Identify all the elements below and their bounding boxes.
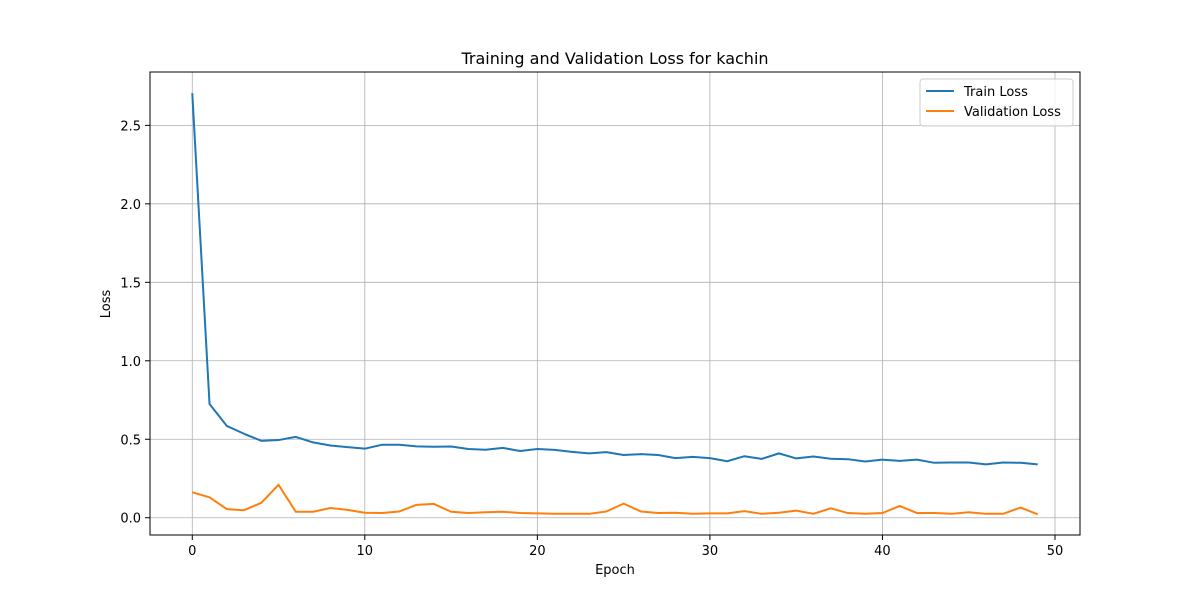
y-tick-label: 1.0: [120, 355, 141, 370]
y-tick-label: 0.5: [120, 433, 141, 448]
y-tick-label: 2.0: [120, 198, 141, 213]
validation-loss-line: [191, 483, 1039, 516]
y-tick-label: 1.5: [120, 276, 141, 291]
y-tick-label: 2.5: [120, 119, 141, 134]
y-axis-label: Loss: [99, 290, 114, 319]
plot-frame: [149, 71, 1081, 536]
legend: Train Loss Validation Loss: [919, 78, 1074, 127]
ticks-layer: 0 10 20 30 40 50 0.0 0.5 1.0 1.5 2.0 2.5: [120, 119, 1063, 559]
x-tick-label: 20: [529, 544, 546, 559]
plot-area-background: [150, 72, 1080, 535]
legend-box: [919, 78, 1074, 127]
x-tick-label: 50: [1047, 544, 1064, 559]
x-tick-label: 0: [188, 544, 196, 559]
series-layer: [191, 93, 1039, 516]
legend-label-train-loss: Train Loss: [963, 85, 1028, 100]
x-tick-label: 30: [702, 544, 719, 559]
legend-label-validation-loss: Validation Loss: [964, 105, 1061, 120]
x-tick-label: 40: [874, 544, 891, 559]
chart-title: Training and Validation Loss for kachin: [460, 49, 768, 68]
x-axis-label: Epoch: [595, 563, 635, 578]
y-tick-label: 0.0: [120, 512, 141, 527]
train-loss-line: [191, 93, 1038, 466]
x-tick-label: 10: [357, 544, 374, 559]
